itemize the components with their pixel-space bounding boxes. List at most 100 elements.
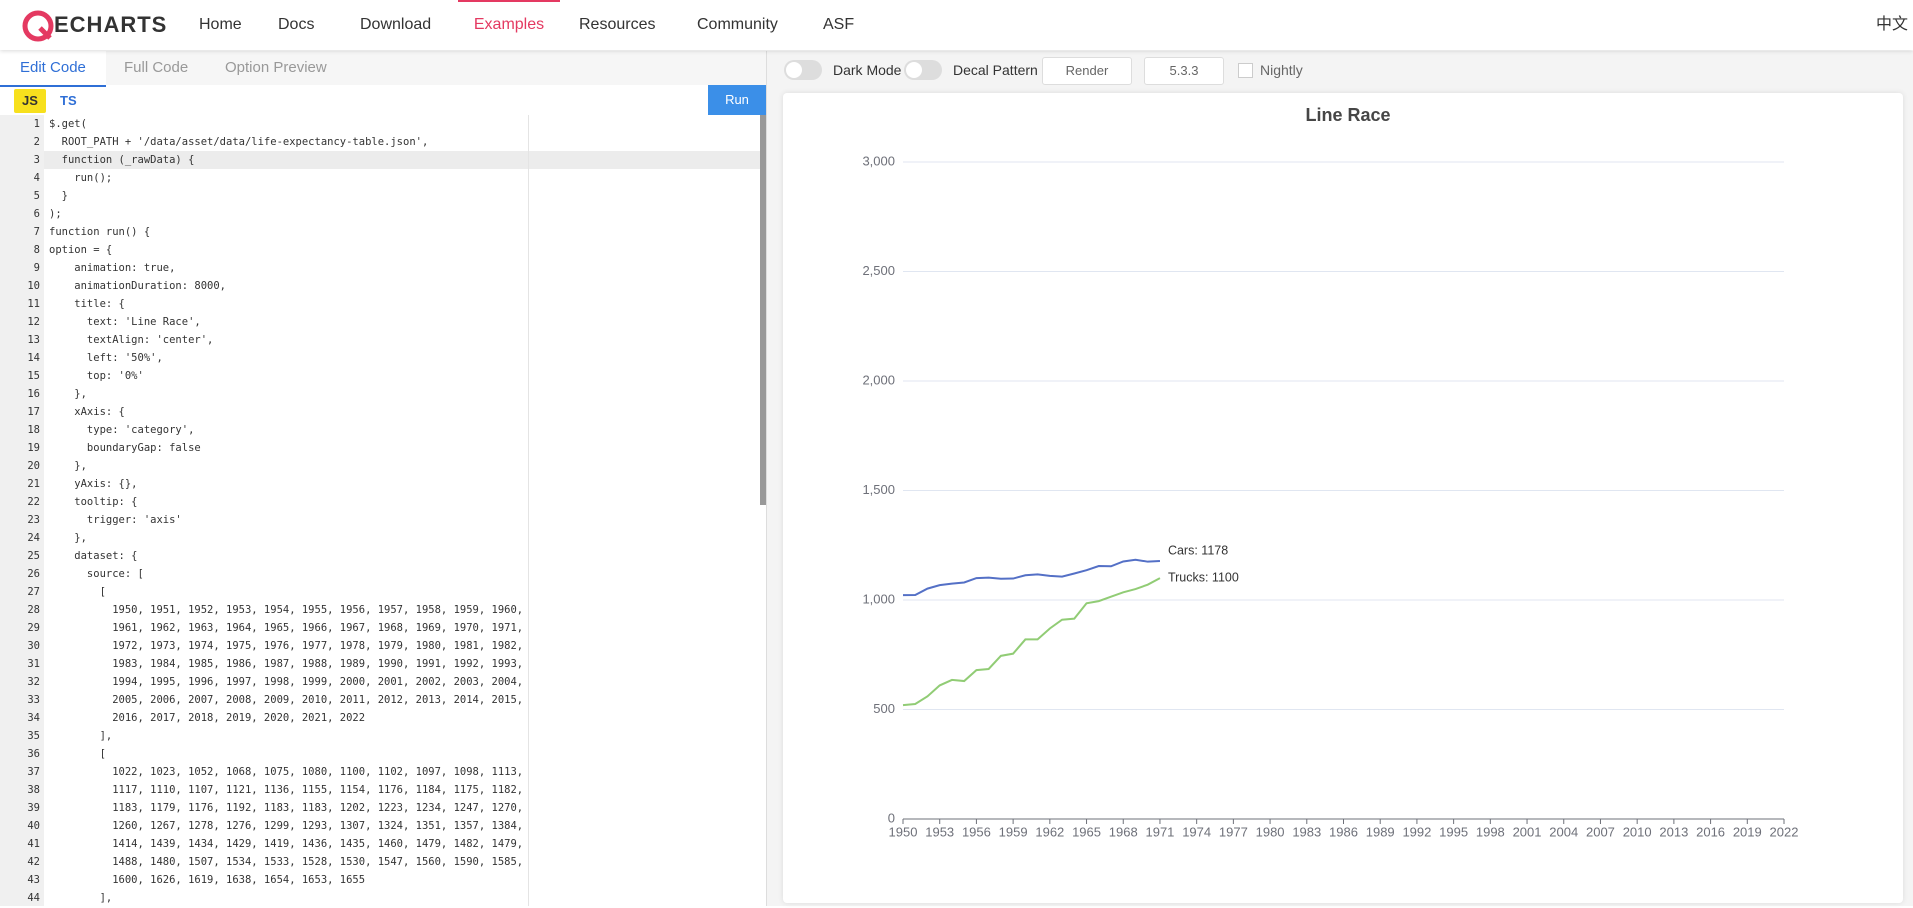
line-number: 18 [0, 421, 44, 439]
chart: Line Race 0 500 1,000 1,500 2,000 2,500 3,000 1… [862, 105, 1798, 840]
line-number: 11 [0, 295, 44, 313]
line-number: 26 [0, 565, 44, 583]
line-number: 44 [0, 889, 44, 906]
code-line: 2016, 2017, 2018, 2019, 2020, 2021, 2022 [49, 712, 366, 724]
line-number: 43 [0, 871, 44, 889]
line-number: 9 [0, 259, 44, 277]
line-number: 32 [0, 673, 44, 691]
line-number: 17 [0, 403, 44, 421]
code-line: ); [49, 208, 62, 220]
code-line: animationDuration: 8000, [49, 280, 227, 292]
y-tick-label: 2,000 [862, 372, 895, 387]
dark-mode-toggle[interactable] [784, 60, 822, 80]
line-number: 2 [0, 133, 44, 151]
line-number: 24 [0, 529, 44, 547]
code-line: function run() { [49, 226, 151, 238]
x-tick-label: 1998 [1476, 824, 1505, 839]
code-line: 1950, 1951, 1952, 1953, 1954, 1955, 1956… [49, 604, 524, 616]
code-line: [ [49, 586, 106, 598]
run-button[interactable]: Run [708, 85, 766, 115]
code-line: xAxis: { [49, 406, 125, 418]
x-tick-label: 1974 [1182, 824, 1211, 839]
code-line: ], [49, 892, 113, 904]
code-line: function (_rawData) { [49, 154, 195, 166]
code-line: 1600, 1626, 1619, 1638, 1654, 1653, 1655 [49, 874, 366, 886]
code-line: run(); [49, 172, 113, 184]
toggle-label: Decal Pattern [953, 62, 1038, 78]
x-tick-label: 2016 [1696, 824, 1725, 839]
nav-item[interactable]: Home [199, 16, 242, 33]
render-select[interactable]: Render [1042, 57, 1132, 85]
line-number: 30 [0, 637, 44, 655]
x-tick-label: 1971 [1145, 824, 1174, 839]
x-tick-label: 1956 [962, 824, 991, 839]
line-number: 31 [0, 655, 44, 673]
code-line: 1022, 1023, 1052, 1068, 1075, 1080, 1100… [49, 766, 524, 778]
line-number: 36 [0, 745, 44, 763]
y-tick-label: 2,500 [862, 263, 895, 278]
tab[interactable]: Full Code [124, 59, 189, 76]
lang-ts[interactable]: TS [60, 93, 77, 108]
x-tick-label: 1950 [889, 824, 918, 839]
decal-toggle[interactable] [904, 60, 942, 80]
x-tick-label: 2001 [1513, 824, 1542, 839]
code-line: tooltip: { [49, 496, 138, 508]
tab[interactable]: Option Preview [225, 59, 327, 76]
end-label: Cars: 1178 [1168, 543, 1228, 557]
code-line: } [49, 190, 68, 202]
line-number: 1 [0, 115, 44, 133]
code-line: left: '50%', [49, 352, 163, 364]
x-tick-label: 1965 [1072, 824, 1101, 839]
chart-title: Line Race [1305, 105, 1390, 125]
code-line: 1994, 1995, 1996, 1997, 1998, 1999, 2000… [49, 676, 524, 688]
line-number: 10 [0, 277, 44, 295]
nav-item[interactable]: ASF [823, 16, 855, 33]
nightly-checkbox[interactable] [1238, 63, 1253, 78]
line-number: 12 [0, 313, 44, 331]
nav-item[interactable]: Docs [278, 16, 315, 33]
line-number: 42 [0, 853, 44, 871]
code-line: 1117, 1110, 1107, 1121, 1136, 1155, 1154… [49, 784, 524, 796]
line-number: 6 [0, 205, 44, 223]
tab[interactable]: Edit Code [0, 51, 106, 87]
code-line: 1983, 1984, 1985, 1986, 1987, 1988, 1989… [49, 658, 524, 670]
line-number: 13 [0, 331, 44, 349]
code-line: 1183, 1179, 1176, 1192, 1183, 1183, 1202… [49, 802, 524, 814]
y-tick-label: 1,500 [862, 482, 895, 497]
line-number: 7 [0, 223, 44, 241]
line-number: 28 [0, 601, 44, 619]
code-line: text: 'Line Race', [49, 316, 201, 328]
x-tick-label: 1968 [1109, 824, 1138, 839]
line-number: 35 [0, 727, 44, 745]
code-line: option = { [49, 244, 113, 256]
lang-js[interactable]: JS [14, 89, 46, 113]
y-tick-label: 1,000 [862, 591, 895, 606]
code-line: }, [49, 532, 87, 544]
x-tick-label: 2019 [1733, 824, 1762, 839]
line-number: 8 [0, 241, 44, 259]
scrollbar [760, 115, 766, 505]
line-number: 3 [0, 151, 44, 169]
line-number: 34 [0, 709, 44, 727]
nav-item[interactable]: Community [697, 16, 778, 33]
code-line: animation: true, [49, 262, 176, 274]
navbar: ECHARTS Home Docs Download Examples Reso… [0, 0, 1913, 50]
nav-item[interactable]: Resources [579, 16, 656, 33]
code-line: textAlign: 'center', [49, 334, 214, 346]
line-number: 14 [0, 349, 44, 367]
nav-item[interactable]: Download [360, 16, 432, 33]
code-line: ], [49, 730, 113, 742]
lang-switch[interactable]: 中文 [1876, 16, 1909, 33]
code-line: }, [49, 388, 87, 400]
x-tick-label: 1992 [1402, 824, 1431, 839]
logo-text: ECHARTS [54, 12, 168, 37]
x-tick-label: 1962 [1035, 824, 1064, 839]
line-number: 37 [0, 763, 44, 781]
line-number: 19 [0, 439, 44, 457]
version-select[interactable]: 5.3.3 [1144, 57, 1224, 85]
code-line: 1972, 1973, 1974, 1975, 1976, 1977, 1978… [49, 640, 524, 652]
code-line: dataset: { [49, 550, 138, 562]
nav-item[interactable]: Examples [458, 0, 560, 52]
x-tick-label: 1980 [1256, 824, 1285, 839]
